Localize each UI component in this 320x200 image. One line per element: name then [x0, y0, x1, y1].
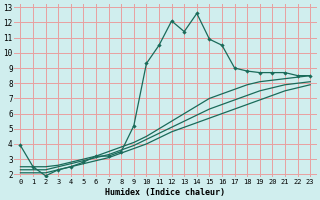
X-axis label: Humidex (Indice chaleur): Humidex (Indice chaleur) — [105, 188, 225, 197]
